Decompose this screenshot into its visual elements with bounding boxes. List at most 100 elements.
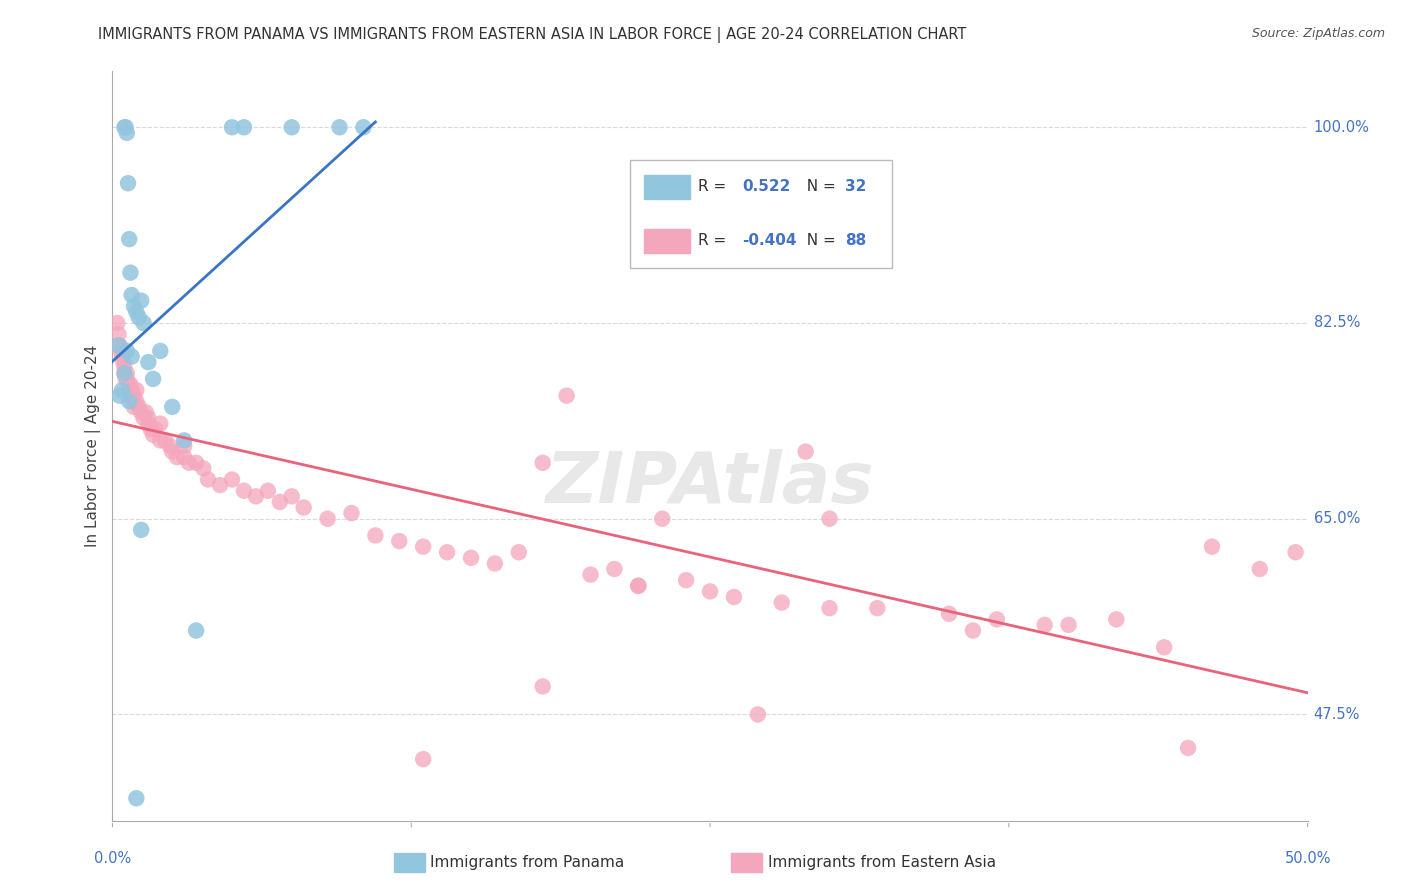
Point [1057,618,1080,632]
Point [555,389,578,403]
Point [121,394,143,409]
Point [1177,741,1199,756]
Point [135,405,157,419]
Point [120,377,142,392]
Point [257,483,280,498]
Point [118,394,141,409]
Point [353,120,375,135]
Text: Immigrants from Panama: Immigrants from Panama [430,855,624,870]
Text: 65.0%: 65.0% [1313,511,1360,526]
Point [193,461,215,475]
Point [149,343,172,358]
Point [115,367,138,381]
Text: IMMIGRANTS FROM PANAMA VS IMMIGRANTS FROM EASTERN ASIA IN LABOR FORCE | AGE 20-2: IMMIGRANTS FROM PANAMA VS IMMIGRANTS FRO… [98,27,967,43]
Point [121,389,143,403]
Point [173,434,195,448]
Point [316,511,339,525]
Text: 88: 88 [845,233,866,248]
Point [794,444,817,458]
Text: N =: N = [797,233,841,248]
Point [531,456,554,470]
Point [818,511,841,525]
Point [460,550,482,565]
Point [139,422,162,436]
Point [149,417,172,431]
Text: Immigrants from Eastern Asia: Immigrants from Eastern Asia [768,855,995,870]
Point [115,343,138,358]
Point [364,528,387,542]
Y-axis label: In Labor Force | Age 20-24: In Labor Force | Age 20-24 [86,345,101,547]
Point [121,288,143,302]
Point [209,478,232,492]
Point [281,120,304,135]
Point [132,316,155,330]
Point [197,473,219,487]
Point [138,417,160,431]
Point [111,350,134,364]
Point [114,360,135,375]
Point [125,305,148,319]
Point [233,120,256,135]
Point [818,601,841,615]
Point [107,327,129,342]
Point [162,444,183,458]
Point [110,343,132,358]
Point [128,400,150,414]
Text: ZIPAtlas: ZIPAtlas [546,449,875,518]
Point [108,338,131,352]
Point [125,383,148,397]
Point [675,573,697,587]
Text: N =: N = [797,179,841,194]
Point [112,355,135,369]
Point [125,791,148,805]
Point [122,389,145,403]
Bar [644,175,690,199]
Point [723,590,745,604]
Text: 32: 32 [845,179,866,194]
Point [603,562,626,576]
Point [986,612,1008,626]
Text: R =: R = [699,233,731,248]
Point [129,523,152,537]
Point [138,411,160,425]
Point [118,232,141,246]
Point [579,567,602,582]
Point [233,483,256,498]
Point [627,579,650,593]
Point [1033,618,1056,632]
Point [125,394,148,409]
Point [269,495,291,509]
Point [117,176,139,190]
Text: 47.5%: 47.5% [1313,706,1360,722]
Point [412,752,434,766]
Text: Source: ZipAtlas.com: Source: ZipAtlas.com [1251,27,1385,40]
Point [292,500,315,515]
Point [162,400,183,414]
Point [122,400,145,414]
Point [159,439,181,453]
Point [281,489,304,503]
Point [484,557,506,571]
Bar [644,228,690,252]
Point [128,310,150,325]
Text: 0.0%: 0.0% [94,851,131,866]
Point [145,422,167,436]
Text: R =: R = [699,179,731,194]
Point [770,596,793,610]
Point [1249,562,1271,576]
Point [142,427,165,442]
Point [129,293,152,308]
Point [938,607,960,621]
Point [651,511,673,525]
Point [747,707,769,722]
Point [1153,640,1175,655]
Text: 50.0%: 50.0% [1284,851,1331,866]
Point [142,372,165,386]
Point [221,473,243,487]
Point [114,367,135,381]
Point [508,545,530,559]
Point [173,450,195,465]
Point [114,367,135,381]
Point [436,545,458,559]
Point [105,316,128,330]
